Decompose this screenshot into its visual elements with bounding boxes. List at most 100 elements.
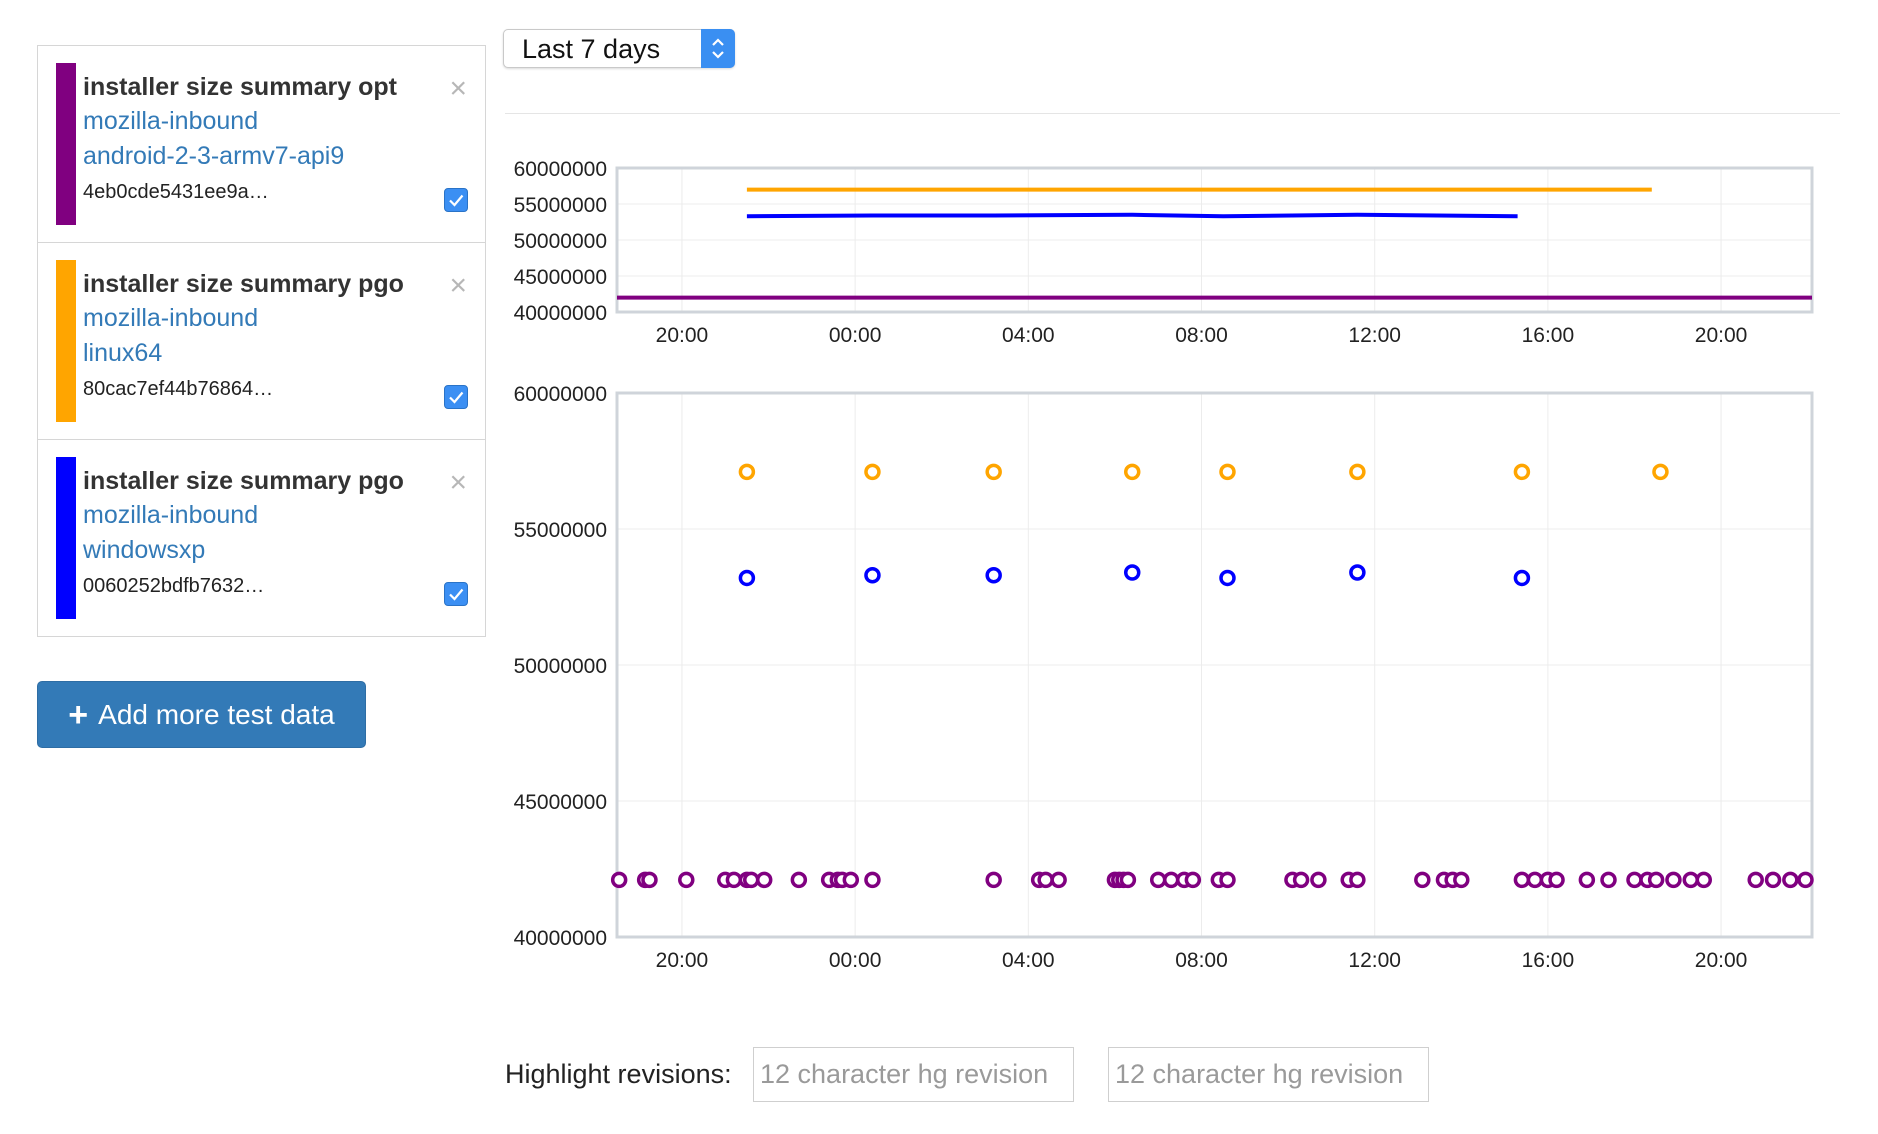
overview-y-tick-label: 50000000 bbox=[514, 230, 607, 253]
series-project-link[interactable]: mozilla-inbound bbox=[83, 304, 259, 332]
series-signature: 0060252bdfb7632… bbox=[83, 575, 265, 597]
revision-input-1[interactable] bbox=[753, 1047, 1074, 1102]
series-visible-checkbox[interactable] bbox=[444, 582, 468, 606]
series-card-2: installer size summary pgo mozilla-inbou… bbox=[37, 439, 486, 637]
series-project-link[interactable]: mozilla-inbound bbox=[83, 501, 259, 529]
overview-x-tick-label: 08:00 bbox=[1175, 324, 1228, 347]
detail-data-point bbox=[1219, 871, 1236, 889]
series-color-swatch bbox=[56, 260, 76, 422]
detail-data-point bbox=[1453, 871, 1470, 889]
detail-data-point bbox=[1349, 564, 1366, 581]
series-card-0: installer size summary opt mozilla-inbou… bbox=[37, 45, 486, 242]
overview-x-tick-label: 12:00 bbox=[1348, 324, 1401, 347]
select-arrows-icon bbox=[701, 29, 735, 68]
detail-data-point bbox=[1513, 463, 1531, 481]
detail-y-tick-label: 50000000 bbox=[514, 655, 607, 678]
detail-data-point bbox=[1349, 463, 1366, 481]
highlight-revisions-label: Highlight revisions: bbox=[505, 1059, 732, 1089]
overview-frame bbox=[615, 166, 1814, 314]
detail-x-tick-label: 20:00 bbox=[656, 949, 709, 972]
detail-data-point bbox=[1219, 463, 1236, 481]
detail-data-point bbox=[1050, 871, 1067, 889]
detail-data-point bbox=[864, 871, 881, 889]
detail-data-point bbox=[1578, 871, 1596, 889]
series-signature: 4eb0cde5431ee9a… bbox=[83, 181, 269, 203]
detail-data-point bbox=[985, 463, 1002, 481]
series-legend: installer size summary opt mozilla-inbou… bbox=[37, 45, 486, 637]
close-icon[interactable]: × bbox=[449, 466, 467, 499]
detail-data-point bbox=[1647, 871, 1665, 889]
series-title: installer size summary opt bbox=[83, 73, 398, 101]
detail-x-tick-label: 00:00 bbox=[829, 949, 882, 972]
detail-data-point bbox=[985, 566, 1002, 584]
detail-data-point bbox=[1695, 871, 1713, 889]
detail-y-tick-label: 45000000 bbox=[514, 791, 607, 814]
detail-x-tick-label: 16:00 bbox=[1522, 949, 1575, 972]
series-color-swatch bbox=[56, 63, 76, 225]
series-platform-link[interactable]: windowsxp bbox=[83, 536, 206, 564]
detail-chart[interactable]: 20:00 00:00 04:00 08:00 12:00 16:00 20:00 40000… bbox=[514, 383, 1814, 972]
detail-data-point bbox=[1682, 871, 1700, 889]
detail-x-tick-label: 12:00 bbox=[1348, 949, 1401, 972]
divider bbox=[505, 113, 1840, 114]
detail-data-point bbox=[755, 871, 773, 889]
detail-x-tick-label: 08:00 bbox=[1175, 949, 1228, 972]
series-signature: 80cac7ef44b76864… bbox=[83, 378, 274, 400]
detail-data-point bbox=[725, 871, 743, 889]
series-project-link[interactable]: mozilla-inbound bbox=[83, 107, 259, 135]
overview-series-line-2 bbox=[746, 212, 1518, 219]
detail-y-tick-label: 60000000 bbox=[514, 383, 607, 406]
detail-data-point bbox=[1149, 871, 1167, 889]
detail-data-point bbox=[1652, 463, 1669, 481]
time-range-select[interactable]: Last 7 days bbox=[503, 29, 735, 68]
detail-data-point bbox=[1037, 871, 1054, 889]
detail-data-point bbox=[790, 871, 808, 889]
revision-input-2[interactable] bbox=[1108, 1047, 1429, 1102]
series-title: installer size summary pgo bbox=[83, 270, 404, 298]
overview-x-tick-label: 20:00 bbox=[656, 324, 709, 347]
detail-data-point bbox=[678, 871, 695, 889]
series-platform-link[interactable]: android-2-3-armv7-api9 bbox=[83, 142, 345, 170]
detail-x-tick-label: 20:00 bbox=[1695, 949, 1748, 972]
detail-data-point bbox=[1349, 871, 1366, 889]
detail-y-tick-label: 55000000 bbox=[514, 519, 607, 542]
detail-data-point bbox=[1119, 871, 1137, 889]
detail-data-point bbox=[1665, 871, 1682, 889]
close-icon[interactable]: × bbox=[449, 72, 467, 105]
detail-data-point bbox=[1764, 871, 1782, 889]
overview-x-tick-label: 20:00 bbox=[1695, 324, 1748, 347]
detail-data-point bbox=[1310, 871, 1327, 889]
overview-y-tick-label: 55000000 bbox=[514, 194, 607, 217]
series-title: installer size summary pgo bbox=[83, 467, 404, 495]
detail-data-point bbox=[864, 566, 881, 584]
series-platform-link[interactable]: linux64 bbox=[83, 339, 163, 367]
series-color-swatch bbox=[56, 457, 76, 619]
series-visible-checkbox[interactable] bbox=[444, 188, 468, 212]
detail-data-point bbox=[1600, 871, 1617, 889]
add-test-data-button[interactable]: + Add more test data bbox=[37, 681, 366, 748]
detail-data-point bbox=[738, 569, 756, 587]
series-visible-checkbox[interactable] bbox=[444, 385, 468, 409]
detail-data-point bbox=[742, 871, 760, 889]
plus-icon: + bbox=[68, 695, 89, 734]
overview-y-tick-label: 60000000 bbox=[514, 158, 607, 181]
detail-data-point bbox=[1747, 871, 1764, 889]
overview-x-tick-label: 00:00 bbox=[829, 324, 882, 347]
detail-x-tick-label: 04:00 bbox=[1002, 949, 1055, 972]
overview-chart[interactable]: 20:00 00:00 04:00 08:00 12:00 16:00 20:00 40000… bbox=[514, 158, 1814, 347]
overview-y-tick-label: 45000000 bbox=[514, 266, 607, 289]
overview-x-tick-label: 04:00 bbox=[1002, 324, 1055, 347]
overview-plot-area bbox=[617, 187, 1812, 300]
detail-data-point bbox=[738, 463, 756, 481]
detail-data-point bbox=[1782, 871, 1799, 889]
time-range-value: Last 7 days bbox=[522, 34, 661, 64]
detail-data-point bbox=[610, 871, 628, 889]
detail-data-point bbox=[1219, 569, 1236, 587]
detail-data-point bbox=[1548, 871, 1565, 889]
detail-data-point bbox=[1184, 871, 1202, 889]
detail-data-point bbox=[842, 871, 860, 889]
close-icon[interactable]: × bbox=[449, 269, 467, 302]
detail-data-point bbox=[1162, 871, 1180, 889]
detail-data-point bbox=[864, 463, 881, 481]
detail-plot-area bbox=[610, 463, 1814, 889]
